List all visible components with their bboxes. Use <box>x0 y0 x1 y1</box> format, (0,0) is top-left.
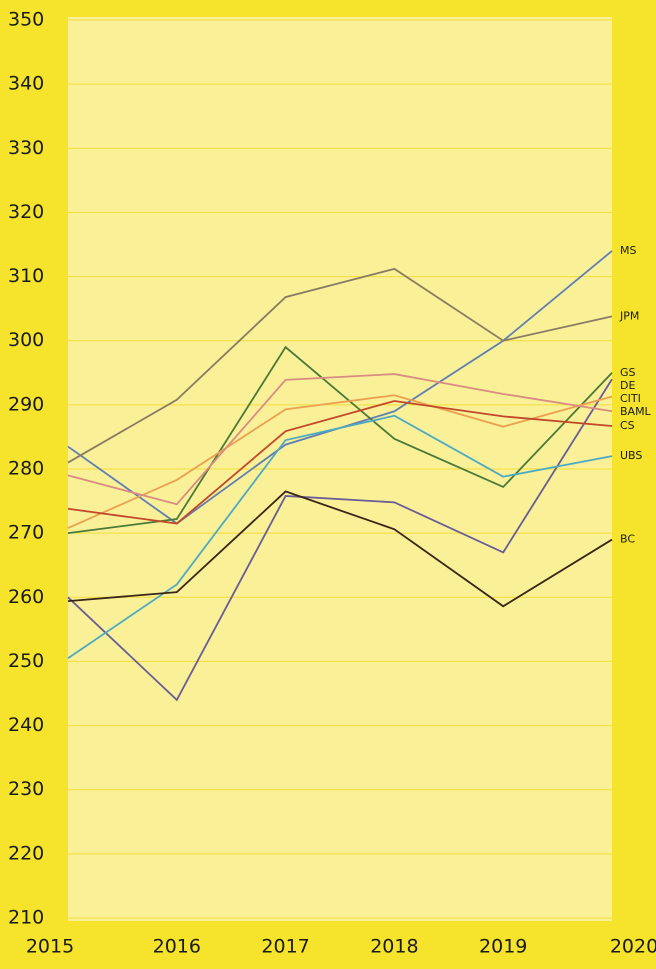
x-tick-label: 2019 <box>479 936 527 958</box>
series-line <box>67 373 613 506</box>
x-tick-label: 2020 <box>610 936 656 958</box>
series-line <box>67 378 613 702</box>
y-tick-label: 230 <box>8 778 44 800</box>
y-tick-label: 300 <box>8 329 44 351</box>
y-tick-label: 310 <box>8 265 44 287</box>
y-tick-label: 270 <box>8 522 44 544</box>
x-tick-label: 2017 <box>261 936 309 958</box>
series-label: JPM <box>619 309 639 322</box>
y-tick-label: 240 <box>8 714 44 736</box>
y-tick-label: 280 <box>8 458 44 480</box>
y-tick-label: 350 <box>8 9 44 31</box>
series-label: UBS <box>620 449 642 462</box>
x-tick-label: 2015 <box>26 936 74 958</box>
y-tick-label: 320 <box>8 201 44 223</box>
series-line <box>67 394 613 529</box>
series-line <box>67 490 613 608</box>
y-tick-label: 220 <box>8 842 44 864</box>
y-tick-label: 250 <box>8 650 44 672</box>
series-line <box>67 400 613 525</box>
series-line <box>67 414 613 659</box>
y-tick-label: 330 <box>8 137 44 159</box>
y-tick-label: 210 <box>8 907 44 929</box>
x-tick-label: 2016 <box>153 936 201 958</box>
series-label: BC <box>620 533 635 546</box>
series-label: CITI <box>620 392 641 405</box>
series-label: MS <box>620 244 636 257</box>
series-label: CS <box>620 419 635 432</box>
series-label: BAML <box>620 405 652 418</box>
y-tick-label: 340 <box>8 73 44 95</box>
series-label: GS <box>620 366 636 379</box>
series-line <box>67 267 613 464</box>
y-tick-label: 290 <box>8 393 44 415</box>
y-tick-label: 260 <box>8 586 44 608</box>
series-label: DE <box>620 379 635 392</box>
x-tick-label: 2018 <box>370 936 418 958</box>
